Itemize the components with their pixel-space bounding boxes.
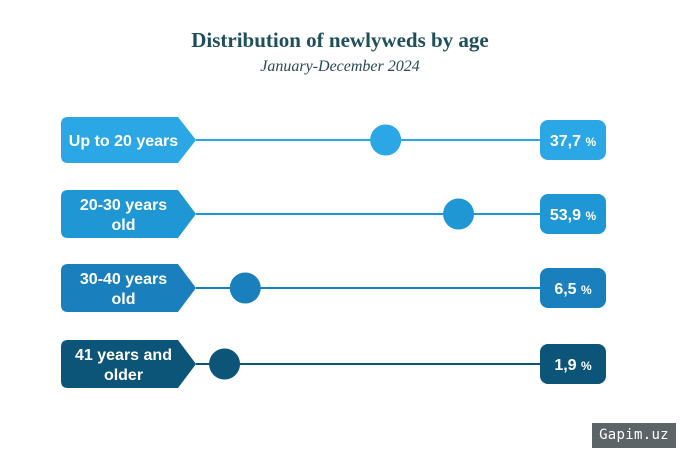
value-label: 37,7 % [550,133,597,150]
category-label: 41 years and older [75,347,172,384]
category-tag [61,264,196,312]
watermark: Gapim.uz [592,423,676,448]
category-label: 30-40 years old [80,271,167,308]
value-label: 53,9 % [550,207,597,224]
chart-subtitle: January-December 2024 [260,58,420,75]
value-box [540,268,606,308]
chart-title: Distribution of newlyweds by age [191,28,489,52]
category-tag [61,117,196,163]
value-box [540,344,606,384]
value-box [540,194,606,234]
category-tag [61,340,196,388]
category-label: 20-30 years old [80,197,167,234]
value-dot [443,198,475,230]
value-dot [229,272,261,304]
value-dot [370,124,402,156]
value-box [540,120,606,160]
value-dot [209,348,241,380]
value-label: 6,5 % [554,281,592,298]
category-label: Up to 20 years [69,133,178,150]
value-label: 1,9 % [554,357,592,374]
category-tag [61,190,196,238]
